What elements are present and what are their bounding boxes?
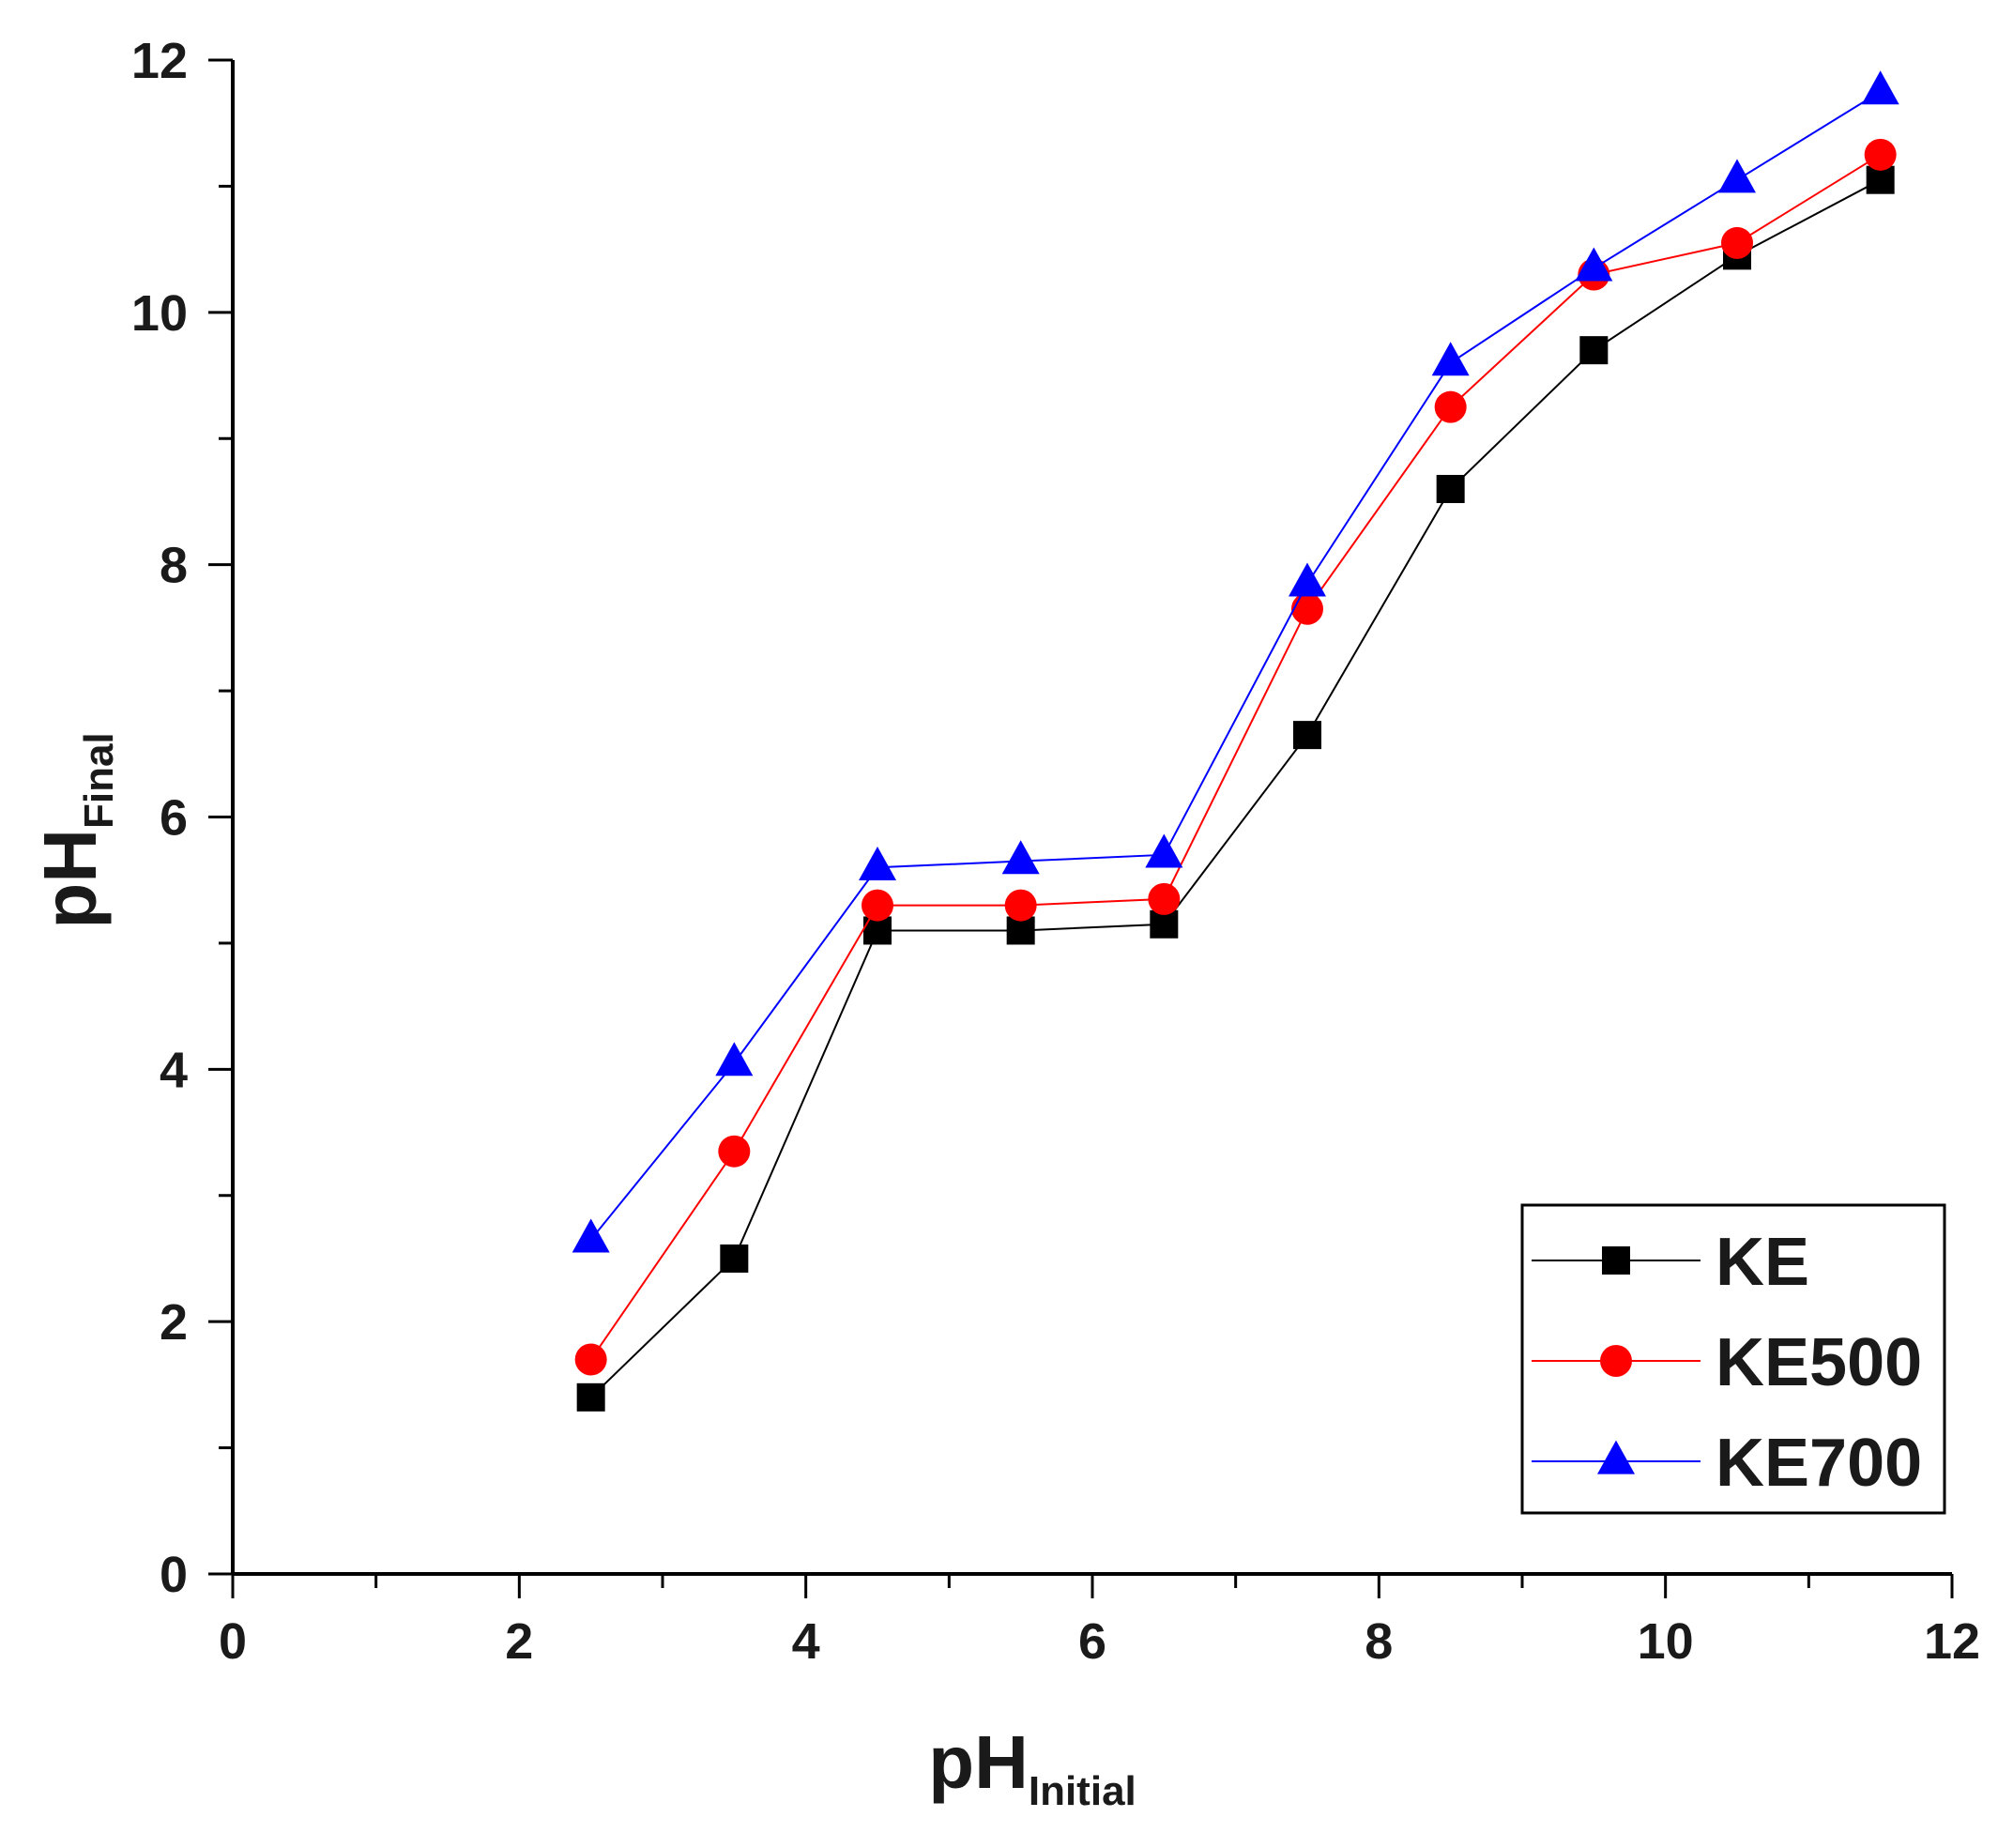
y-tick-label: 2	[160, 1294, 188, 1351]
data-point-ke700	[1575, 247, 1613, 282]
legend-label-ke: KE	[1716, 1225, 1809, 1300]
legend-label-ke700: KE700	[1716, 1426, 1922, 1501]
y-axis-title-sub: Final	[76, 732, 122, 829]
data-point-ke500	[718, 1135, 751, 1168]
axes: 0 2 4 6 8 10 12 0 2 4 6 8 10 12	[131, 33, 1980, 1670]
data-point-ke500	[574, 1343, 607, 1376]
series-ke700	[572, 70, 1899, 1253]
data-point-ke700	[1861, 70, 1899, 105]
data-point-ke700	[1001, 840, 1040, 875]
series-ke500	[574, 138, 1897, 1376]
x-tick-label: 8	[1365, 1613, 1393, 1670]
data-point-ke500	[1291, 592, 1323, 625]
y-axis-title-group: pHFinal	[28, 732, 122, 928]
x-axis-title: pHInitial	[928, 1720, 1136, 1814]
y-tick-label: 8	[160, 538, 188, 594]
x-ticks: 0 2 4 6 8 10 12	[219, 1574, 1980, 1670]
x-tick-label: 6	[1078, 1613, 1106, 1670]
x-tick-label: 4	[792, 1613, 820, 1670]
series-layer	[572, 70, 1899, 1412]
data-point-ke	[1436, 475, 1465, 504]
y-tick-label: 0	[160, 1547, 188, 1603]
legend-items: KE KE500 KE700	[1532, 1225, 1922, 1501]
data-point-ke500	[1148, 882, 1181, 915]
x-axis-title-main: pH	[928, 1720, 1029, 1804]
data-point-ke	[576, 1382, 605, 1412]
series-line-ke700	[589, 90, 1882, 1241]
data-point-ke700	[1718, 159, 1756, 193]
data-point-ke700	[859, 846, 896, 880]
y-ticks: 0 2 4 6 8 10 12	[131, 33, 233, 1603]
data-point-ke	[1579, 336, 1609, 365]
y-tick-label: 10	[131, 285, 188, 342]
data-point-ke500	[1721, 226, 1753, 259]
x-tick-label: 0	[219, 1613, 247, 1670]
legend-item-ke700: KE700	[1532, 1426, 1922, 1501]
series-line-ke	[589, 178, 1882, 1398]
x-tick-label: 2	[505, 1613, 533, 1670]
data-point-ke700	[572, 1218, 610, 1253]
data-point-ke	[1293, 721, 1321, 750]
data-point-ke500	[1434, 390, 1467, 423]
y-tick-label: 6	[160, 790, 188, 847]
data-point-ke700	[1431, 342, 1470, 376]
y-axis-title: pHFinal	[28, 732, 122, 928]
legend: KE KE500 KE700	[1520, 1203, 1946, 1515]
series-line-ke500	[589, 153, 1882, 1361]
y-axis-title-main: pH	[28, 829, 112, 929]
y-tick-label: 12	[131, 33, 188, 89]
data-point-ke500	[862, 889, 893, 922]
data-point-ke700	[715, 1042, 754, 1077]
data-point-ke500	[1864, 138, 1897, 171]
legend-marker-ke700	[1597, 1440, 1635, 1474]
data-point-ke700	[1145, 833, 1183, 868]
x-tick-label: 12	[1924, 1613, 1980, 1670]
legend-marker-ke	[1602, 1246, 1630, 1275]
legend-marker-ke500	[1600, 1345, 1632, 1377]
data-point-ke700	[1289, 562, 1326, 597]
legend-item-ke: KE	[1532, 1225, 1809, 1300]
y-tick-label: 4	[160, 1042, 188, 1098]
data-point-ke	[720, 1244, 749, 1273]
x-tick-label: 10	[1638, 1613, 1694, 1670]
x-axis-title-sub: Initial	[1029, 1768, 1136, 1814]
data-point-ke500	[1004, 889, 1037, 922]
legend-item-ke500: KE500	[1532, 1325, 1922, 1400]
legend-label-ke500: KE500	[1716, 1325, 1922, 1400]
